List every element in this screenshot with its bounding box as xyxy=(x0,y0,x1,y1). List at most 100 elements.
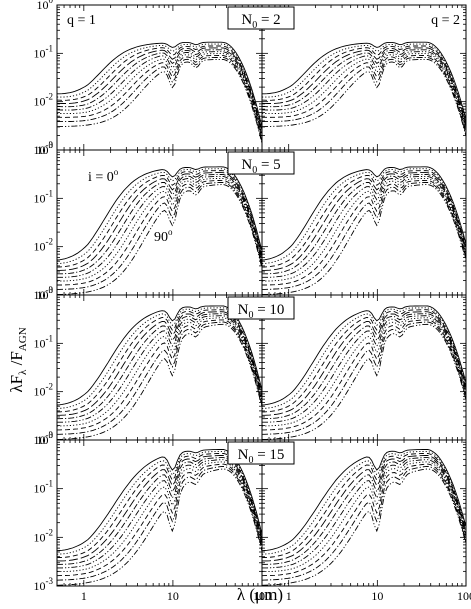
n0-label-box xyxy=(227,296,295,320)
sed-curve xyxy=(57,56,263,142)
sed-curve xyxy=(261,168,467,265)
sed-curve xyxy=(262,309,467,413)
y-tick-label: 10-2 xyxy=(34,92,54,109)
panel: 1 10 100 xyxy=(261,439,471,603)
sed-curve xyxy=(57,311,263,416)
sed-curve xyxy=(262,461,467,573)
sed-curve xyxy=(56,307,263,409)
sed-curve xyxy=(56,51,263,137)
y-tick-label: 100 xyxy=(37,140,54,157)
sed-curve xyxy=(261,452,467,559)
y-tick-label: 100 xyxy=(37,0,54,12)
sed-curve xyxy=(56,450,263,555)
sed-curve xyxy=(261,45,467,124)
panel: 100 10-1 10-2 10-3 xyxy=(34,0,263,157)
sed-curve xyxy=(56,452,263,559)
sed-curve xyxy=(56,45,263,131)
sed-curve xyxy=(56,49,263,135)
sed-curve xyxy=(262,179,467,286)
y-tick-label: 10-1 xyxy=(34,333,54,350)
sed-curve xyxy=(261,58,467,137)
sed-curve xyxy=(56,47,263,133)
sed-curve xyxy=(261,53,467,131)
y-tick-label: 10-3 xyxy=(34,285,54,302)
y-tick-label: 10-3 xyxy=(34,430,54,447)
sed-curve xyxy=(56,466,263,581)
sed-curve xyxy=(261,49,467,128)
sed-curve xyxy=(261,166,467,261)
q-label: q = 1 xyxy=(67,13,96,28)
sed-curve xyxy=(261,307,467,409)
sed-curve xyxy=(56,323,263,440)
sed-curve xyxy=(261,51,467,130)
x-axis-label: λ (μm) xyxy=(237,585,283,604)
sed-curve xyxy=(57,321,263,435)
n0-label-box xyxy=(227,441,295,465)
sed-curve xyxy=(262,455,467,562)
y-tick-label: 10-2 xyxy=(34,237,54,254)
sed-curve xyxy=(57,315,263,423)
y-tick-label: 100 xyxy=(37,285,54,302)
inclination-label: i = 0o xyxy=(88,167,119,185)
sed-curve xyxy=(261,465,467,581)
sed-curve xyxy=(262,56,467,135)
y-tick-label: 10-1 xyxy=(34,43,54,60)
y-tick-label: 10-1 xyxy=(34,479,54,496)
y-tick-label: 10-2 xyxy=(34,382,54,399)
sed-curve xyxy=(262,459,467,569)
y-tick-label: 10-3 xyxy=(34,576,54,593)
panel xyxy=(261,149,467,296)
sed-curve xyxy=(262,321,467,435)
y-tick-label: 10-1 xyxy=(34,188,54,205)
sed-curve xyxy=(57,317,263,427)
sed-curve xyxy=(262,317,467,427)
sed-curve xyxy=(56,448,263,552)
sed-curve xyxy=(57,459,263,569)
sed-curve xyxy=(57,41,263,127)
sed-curve xyxy=(262,174,467,275)
sed-curve xyxy=(262,313,467,420)
sed-curve xyxy=(262,175,467,278)
sed-curve xyxy=(57,175,263,278)
sed-curve xyxy=(56,170,263,268)
sed-curve xyxy=(262,172,467,271)
sed-curve xyxy=(57,313,263,420)
sed-curve xyxy=(261,323,467,440)
x-tick-label: 1 xyxy=(286,589,292,603)
sed-curve xyxy=(57,309,263,413)
n0-label: N0 = 5 xyxy=(241,157,280,176)
q-label: q = 2 xyxy=(431,13,460,28)
sed-curve xyxy=(262,55,467,133)
sed-curve xyxy=(57,184,263,295)
inclination-label: 90o xyxy=(154,227,173,245)
n0-label: N0 = 10 xyxy=(238,302,285,321)
sed-curve xyxy=(261,170,467,268)
y-tick-label: 100 xyxy=(37,430,54,447)
sed-curve xyxy=(56,457,263,565)
panel xyxy=(261,294,467,441)
x-tick-label: 100 xyxy=(253,589,271,603)
sed-curve xyxy=(261,305,467,406)
sed-curve xyxy=(261,463,467,577)
sed-curve xyxy=(261,450,467,555)
sed-curve xyxy=(261,457,467,565)
sed-curve xyxy=(261,43,467,122)
sed-curve xyxy=(57,319,263,431)
sed-curve xyxy=(57,55,263,141)
n0-label: N0 = 2 xyxy=(241,12,280,31)
sed-curve xyxy=(56,43,263,129)
y-tick-label: 10-2 xyxy=(34,527,54,544)
sed-curve xyxy=(56,305,263,406)
sed-curve xyxy=(261,468,467,586)
n0-label: N0 = 15 xyxy=(238,447,285,466)
sed-curve xyxy=(262,41,467,120)
n0-label-box xyxy=(227,151,295,175)
sed-curve xyxy=(262,315,467,423)
x-tick-label: 1 xyxy=(81,589,87,603)
sed-curve xyxy=(57,174,263,275)
sed-curve xyxy=(57,179,263,286)
x-tick-label: 10 xyxy=(167,589,179,603)
sed-curve xyxy=(261,448,467,552)
sed-curve xyxy=(262,177,467,282)
